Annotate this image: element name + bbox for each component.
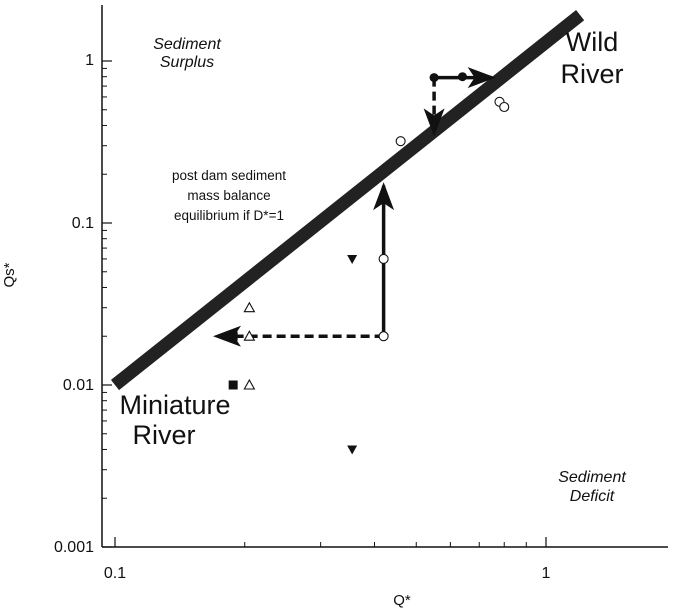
data-points: [228, 72, 510, 455]
filled-square-point: [228, 380, 238, 390]
equilibrium-note: equilibrium if D*=1: [174, 208, 284, 223]
x-tick-labels: 0.1 1: [104, 565, 551, 582]
y-tick-labels: 1 0.1 0.01 0.001: [54, 52, 94, 556]
x-axis-title: Q*: [393, 592, 411, 609]
open-circle-point: [499, 101, 510, 113]
open-circle-point: [378, 331, 389, 342]
open-circle-point: [395, 136, 406, 147]
y-axis-title: Qs*: [1, 262, 18, 287]
sediment-deficit-label: Sediment: [558, 469, 626, 486]
minor-ticks: [102, 67, 527, 547]
miniature-river-label: Miniature: [119, 390, 230, 420]
open-triangle-point: [243, 378, 256, 390]
filled-circle-point: [457, 72, 467, 82]
y-tick-label: 0.1: [72, 215, 94, 232]
equilibrium-note: mass balance: [187, 188, 270, 203]
open-triangle-point: [243, 301, 256, 313]
open-circle-point: [378, 253, 389, 264]
filled-square-point: [228, 331, 238, 341]
sediment-deficit-label: Deficit: [570, 488, 615, 505]
wild-river-label: River: [560, 59, 623, 89]
wild-river-label: Wild: [566, 27, 619, 57]
filled-triangle-point: [347, 254, 358, 264]
y-tick-label: 0.001: [54, 539, 94, 556]
x-tick-label: 1: [542, 565, 551, 582]
axes: [101, 5, 668, 548]
sediment-surplus-label: Surplus: [160, 54, 214, 71]
filled-circle-point: [429, 73, 439, 83]
open-triangle-point: [243, 330, 256, 341]
major-ticks: [102, 60, 547, 548]
y-tick-label: 1: [85, 52, 94, 69]
miniature-river-label: River: [132, 420, 195, 450]
sediment-surplus-label: Sediment: [153, 36, 221, 53]
y-tick-label: 0.01: [63, 377, 94, 394]
equilibrium-note: post dam sediment: [172, 168, 286, 183]
annotations: Sediment Surplus Sediment Deficit Wild R…: [119, 27, 626, 505]
filled-triangle-point: [347, 445, 358, 455]
equilibrium-line: [110, 10, 585, 391]
x-tick-label: 0.1: [104, 565, 126, 582]
